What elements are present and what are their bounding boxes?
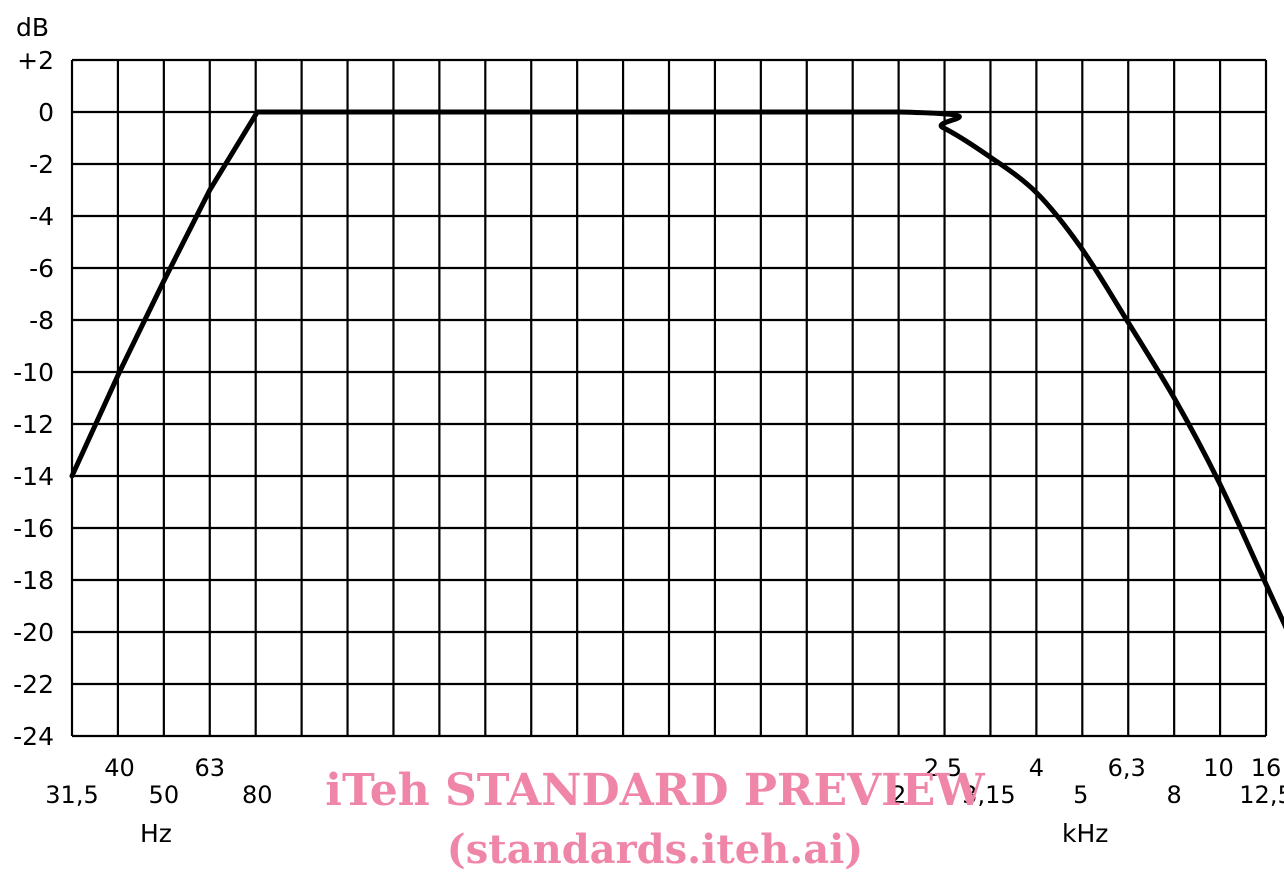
y-tick-label: -4 <box>29 202 54 231</box>
response-curve <box>72 112 1284 684</box>
y-tick-label: -16 <box>13 514 54 543</box>
y-tick-label: -6 <box>29 254 54 283</box>
x-tick-label-khz: 16 <box>1251 754 1282 782</box>
y-tick-label: -8 <box>29 306 54 335</box>
y-tick-label: -20 <box>13 618 54 647</box>
y-tick-label: -2 <box>29 150 54 179</box>
y-tick-label: +2 <box>17 46 54 75</box>
x-tick-label-khz: 10 <box>1203 754 1234 782</box>
x-tick-label-khz: 8 <box>1167 781 1182 809</box>
x-tick-label-khz: 4 <box>1029 754 1044 782</box>
x-unit-khz: kHz <box>1062 819 1108 848</box>
y-tick-labels: +2 0 -2 -4 -6 -8 -10 -12 -14 -16 -18 -20 -22 -24 <box>13 46 54 751</box>
curve-layer <box>72 112 1284 684</box>
y-tick-label: -24 <box>13 722 54 751</box>
watermark-line-1: iTeh STANDARD PREVIEW <box>325 765 985 816</box>
watermark-line-2: (standards.iteh.ai) <box>447 826 863 873</box>
y-tick-label: -10 <box>13 358 54 387</box>
x-tick-label-hz: 31,5 <box>45 781 98 809</box>
x-tick-label-hz: 63 <box>194 754 225 782</box>
x-tick-label-khz: 5 <box>1073 781 1088 809</box>
y-tick-label: -22 <box>13 670 54 699</box>
x-tick-label-khz: 12,5 <box>1239 781 1284 809</box>
y-axis-label: dB <box>16 13 49 42</box>
x-unit-hz: Hz <box>140 819 172 848</box>
x-tick-label-hz: 80 <box>242 781 273 809</box>
y-tick-label: -14 <box>13 462 54 491</box>
y-tick-label: -18 <box>13 566 54 595</box>
y-tick-label: 0 <box>38 98 54 127</box>
grid <box>72 60 1266 736</box>
x-tick-label-hz: 50 <box>149 781 180 809</box>
x-tick-label-hz: 40 <box>104 754 135 782</box>
x-tick-label-khz: 6,3 <box>1108 754 1146 782</box>
y-tick-label: -12 <box>13 410 54 439</box>
